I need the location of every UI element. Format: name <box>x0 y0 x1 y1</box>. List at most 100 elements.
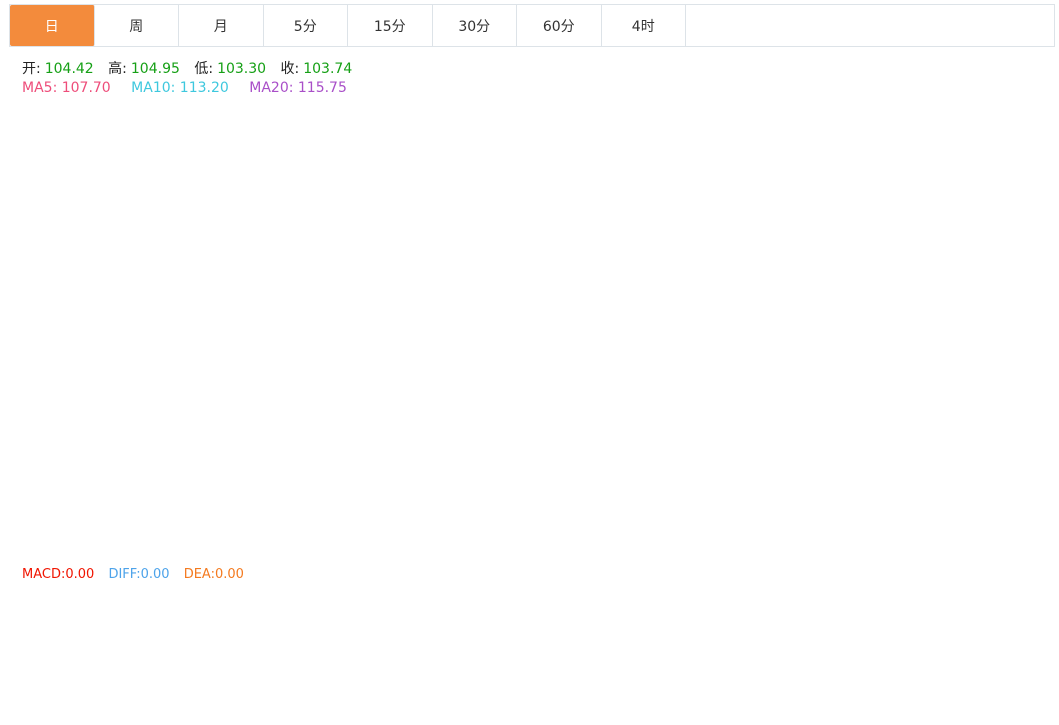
tab-5[interactable]: 30分 <box>433 5 517 46</box>
candle-down <box>814 136 825 152</box>
macd-bar <box>80 638 91 661</box>
open-label: 开: <box>22 61 41 77</box>
macd-bar <box>627 660 638 701</box>
macd-bar <box>454 660 465 687</box>
candle-down <box>382 369 393 386</box>
ma10-line <box>13 161 950 449</box>
close-label: 收: <box>280 61 300 77</box>
candle-down <box>469 293 480 413</box>
macd-bar <box>900 641 911 661</box>
candle-down <box>267 343 278 412</box>
macd-bar <box>569 660 580 697</box>
price-tick-label: 110.24 <box>1012 291 1058 306</box>
macd-bar <box>656 660 667 687</box>
macd-bar <box>785 616 796 661</box>
candle-down <box>555 241 566 249</box>
macd-bar <box>886 638 897 661</box>
candle-up <box>871 198 882 219</box>
candle-up <box>641 290 652 297</box>
tab-2[interactable]: 月 <box>179 5 264 46</box>
macd-bar <box>857 620 868 661</box>
macd-bar <box>843 615 854 661</box>
macd-bar <box>310 660 321 675</box>
price-tick-label: 112.75 <box>1012 255 1058 270</box>
macd-bar <box>181 660 192 670</box>
candle-down <box>195 465 206 515</box>
candle-down <box>713 224 724 234</box>
price-tick-label: 95.20 <box>1012 507 1049 522</box>
candle-up <box>253 335 264 344</box>
macd-bar <box>426 660 437 673</box>
candle-down <box>95 336 106 429</box>
candle-up <box>66 369 77 396</box>
period-tabs: 日周月 5分 15分 30分 60分 4时 <box>9 4 1055 47</box>
tab-6[interactable]: 60分 <box>517 5 602 46</box>
candle-up <box>239 350 250 386</box>
macd-bar <box>584 660 595 697</box>
macd-bar <box>612 660 623 701</box>
tab-7[interactable]: 4时 <box>602 5 686 46</box>
ma-info: MA5: 107.70 MA10: 113.20 MA20: 115.75 <box>22 80 351 96</box>
tab-1[interactable]: 周 <box>95 5 179 46</box>
dea-value: DEA:0.00 <box>183 567 244 582</box>
candle-down <box>857 171 868 218</box>
candle-down <box>799 122 810 139</box>
macd-bar <box>512 660 523 687</box>
macd-bar <box>152 660 163 673</box>
candle-down <box>411 372 422 394</box>
macd-bar <box>66 635 77 661</box>
candle-up <box>224 383 235 433</box>
macd-bar <box>756 635 767 661</box>
macd-bar <box>239 644 250 661</box>
candle-up <box>440 320 451 337</box>
macd-bar <box>684 660 695 677</box>
candle-up <box>124 392 135 460</box>
candle-down <box>325 424 336 465</box>
price-tick-label: 100.21 <box>1012 435 1058 450</box>
macd-bar <box>167 660 178 673</box>
candle-down <box>699 198 710 228</box>
candle-down <box>569 247 580 314</box>
tab-3[interactable]: 5分 <box>264 5 348 46</box>
candle-up <box>296 386 307 412</box>
candle-up <box>828 142 839 156</box>
macd-bar <box>325 660 336 679</box>
macd-bar <box>914 648 925 661</box>
macd-bar <box>339 660 350 673</box>
macd-tick-label: -0.64 <box>1012 664 1046 679</box>
macd-bar <box>641 660 652 695</box>
tab-0[interactable]: 日 <box>10 5 95 46</box>
last-price-badge <box>1004 381 1059 400</box>
candle-down <box>900 293 911 297</box>
candle-up <box>684 198 695 231</box>
tab-4[interactable]: 15分 <box>348 5 433 46</box>
candle-up <box>785 122 796 160</box>
ohlc-info: 开: 104.42 高: 104.95 低: 103.30 收: 103.74 <box>22 58 356 78</box>
candle-down <box>843 142 854 172</box>
diff-value: DIFF:0.00 <box>108 567 170 582</box>
macd-bar <box>195 660 206 667</box>
macd-bar <box>871 625 882 661</box>
candle-down <box>52 258 63 396</box>
macd-bar <box>929 658 940 661</box>
candle-up <box>771 161 782 172</box>
macd-tick-label: 1.86 <box>1012 628 1041 643</box>
candle-down <box>943 380 954 391</box>
macd-bar <box>742 641 753 661</box>
macd-bar <box>541 660 552 679</box>
candle-up <box>742 152 753 193</box>
candle-down <box>109 426 120 453</box>
candle-up <box>339 418 350 465</box>
macd-bar <box>771 626 782 661</box>
candle-down <box>138 392 149 426</box>
macd-bar <box>267 660 278 662</box>
macd-bar <box>713 660 724 667</box>
candle-up <box>598 296 609 314</box>
macd-bar <box>555 660 566 687</box>
candle-up <box>426 336 437 394</box>
candle-down <box>756 145 767 168</box>
macd-value: MACD:0.00 <box>22 567 95 582</box>
macd-bar <box>469 660 480 705</box>
candle-up <box>526 299 537 350</box>
